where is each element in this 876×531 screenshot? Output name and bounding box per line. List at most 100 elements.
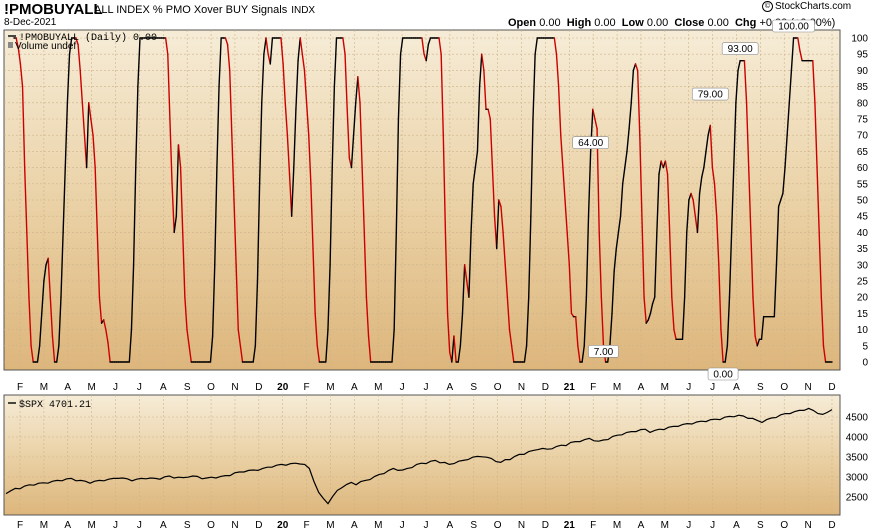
pmo-line-segment xyxy=(737,59,741,72)
pmo-line-segment xyxy=(705,134,709,153)
pmo-line-segment xyxy=(491,166,496,217)
y-tick-label: 70 xyxy=(857,131,869,142)
pmo-line-segment xyxy=(681,296,686,341)
pmo-line-segment xyxy=(346,108,351,159)
pmo-line-segment xyxy=(60,231,64,298)
pmo-line-segment xyxy=(252,345,257,363)
close-value: 0.00 xyxy=(707,17,729,29)
x-tick-label: A xyxy=(447,520,454,531)
pmo-line-segment xyxy=(583,296,588,347)
pmo-line-segment xyxy=(709,124,714,169)
pmo-line-segment xyxy=(98,296,103,324)
pmo-line-segment xyxy=(822,345,827,363)
pmo-line-segment xyxy=(788,69,793,104)
pmo-line-segment xyxy=(214,166,218,266)
pmo-line-segment xyxy=(36,345,41,363)
pmo-line-segment xyxy=(107,341,111,363)
pmo-line-segment xyxy=(636,69,641,136)
pmo-line-segment xyxy=(498,199,502,208)
x-tick-label: S xyxy=(184,520,191,531)
pmo-line-segment xyxy=(92,134,96,169)
pmo-line-segment xyxy=(216,85,220,169)
pmo-line-segment xyxy=(442,134,447,234)
pmo-line-segment xyxy=(654,231,658,298)
index-description: ALL INDEX % PMO Xover BUY Signals INDX xyxy=(94,4,315,16)
pmo-line-segment xyxy=(470,183,474,234)
pmo-line-segment xyxy=(305,102,310,136)
pmo-line-segment xyxy=(495,199,500,250)
pmo-line-segment xyxy=(658,160,662,175)
pmo-line-segment xyxy=(752,296,756,337)
pmo-line-segment xyxy=(621,166,626,185)
pmo-line-segment xyxy=(609,312,613,347)
pmo-line-segment xyxy=(634,63,639,72)
pmo-line-segment xyxy=(775,205,780,266)
pmo-line-segment xyxy=(718,264,722,331)
pmo-buy-signals-panel: 0 5 10 15 20 25 30 35 40 45 50 55 60 65 70 75 80 85 90 95 10… xyxy=(3,19,869,381)
pmo-line-segment xyxy=(812,59,816,104)
pmo-line-segment xyxy=(814,102,818,169)
pmo-line-segment xyxy=(750,231,754,298)
x-tick-label: D xyxy=(828,520,835,531)
pmo-line-segment xyxy=(797,37,801,52)
pmo-line-segment xyxy=(282,63,286,104)
pmo-line-segment xyxy=(105,328,109,344)
y-tick-label: 4000 xyxy=(846,433,869,444)
x-tick-label: 21 xyxy=(564,382,576,393)
x-tick-label: O xyxy=(494,382,502,393)
pmo-line-segment xyxy=(555,53,560,88)
pmo-line-segment xyxy=(295,59,299,110)
y-tick-label: 50 xyxy=(857,196,869,207)
pmo-line-segment xyxy=(177,144,182,169)
pmo-line-segment xyxy=(472,166,477,185)
x-tick-label: A xyxy=(733,520,740,531)
y-tick-label: 60 xyxy=(857,163,869,174)
x-tick-label: A xyxy=(638,520,645,531)
pmo-line-segment xyxy=(647,312,652,321)
y-tick-label: 25 xyxy=(857,277,869,288)
y-tick-label: 0 xyxy=(862,358,868,369)
pmo-line-segment xyxy=(137,37,141,88)
pmo-line-segment xyxy=(711,166,716,185)
pmo-line-segment xyxy=(209,335,214,363)
pmo-line-segment xyxy=(75,37,79,46)
pmo-line-segment xyxy=(564,199,568,234)
pmo-line-segment xyxy=(263,37,267,55)
pmo-line-segment xyxy=(297,37,301,62)
x-tick-label: N xyxy=(805,382,812,393)
pmo-line-segment xyxy=(754,335,758,347)
pmo-line-segment xyxy=(730,166,735,234)
pmo-line-segment xyxy=(224,37,229,46)
y-tick-label: 10 xyxy=(857,325,869,336)
pmo-line-segment xyxy=(585,215,590,298)
pmo-line-segment xyxy=(56,345,60,363)
pmo-line-segment xyxy=(79,69,84,104)
y-tick-label: 2500 xyxy=(846,493,869,504)
x-tick-label: N xyxy=(518,382,525,393)
pmo-line-segment xyxy=(478,53,483,88)
pmo-line-segment xyxy=(690,192,694,201)
volume-legend: Volume undef xyxy=(15,41,76,52)
pmo-line-segment xyxy=(600,296,605,347)
x-tick-label: O xyxy=(207,520,215,531)
pmo-line-segment xyxy=(132,166,137,266)
pmo-line-segment xyxy=(128,328,133,363)
pmo-line-segment xyxy=(671,296,675,331)
pmo-line-segment xyxy=(487,108,491,120)
x-tick-label: F xyxy=(17,382,23,393)
x-tick-label: M xyxy=(87,382,95,393)
pmo-line-segment xyxy=(553,37,558,55)
pmo-line-segment xyxy=(28,296,32,347)
y-tick-label: 4500 xyxy=(846,413,869,424)
pmo-line-segment xyxy=(643,296,647,324)
pmo-line-segment xyxy=(510,345,515,363)
pmo-line-segment xyxy=(361,166,365,234)
pmo-line-segment xyxy=(38,312,43,347)
pmo-line-segment xyxy=(683,231,688,298)
pmo-line-segment xyxy=(594,118,598,130)
volume-icon xyxy=(8,42,13,48)
pmo-line-segment xyxy=(229,69,233,136)
stockcharts-logo[interactable]: © StockCharts.com xyxy=(762,1,851,12)
low-label: Low xyxy=(621,17,644,29)
x-tick-label: J xyxy=(710,382,715,393)
